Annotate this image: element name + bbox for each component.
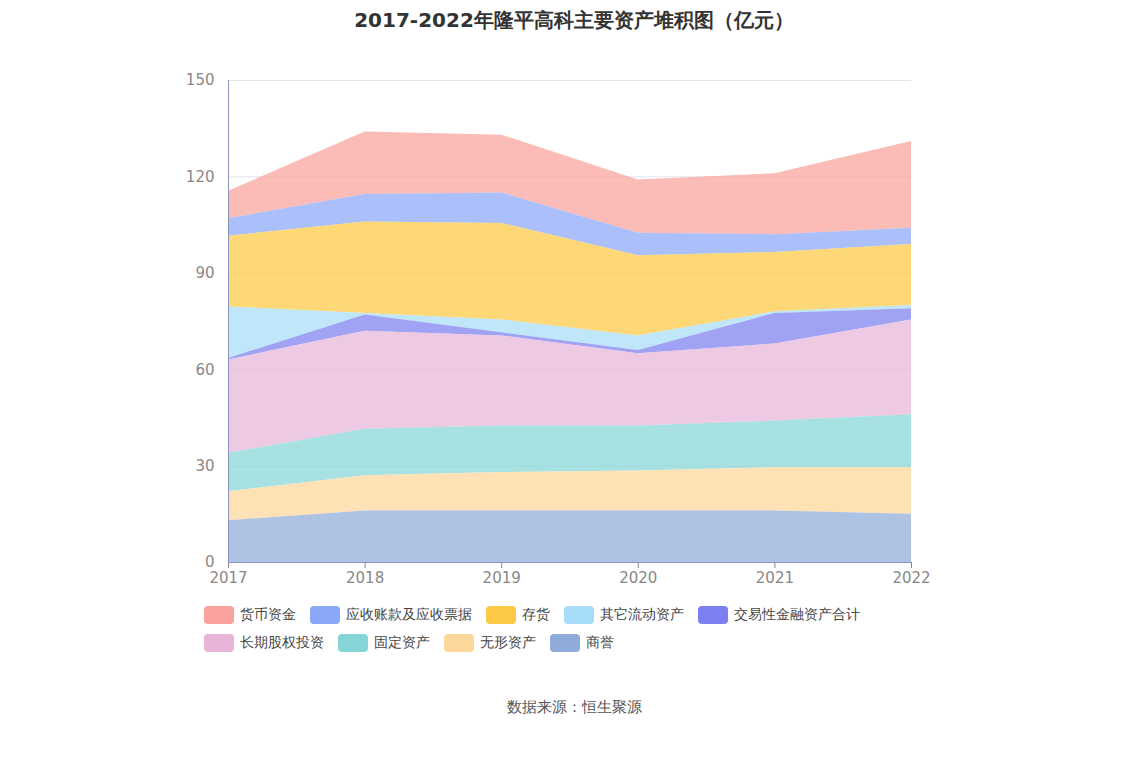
svg-text:2018: 2018 (346, 569, 384, 587)
svg-text:120: 120 (186, 168, 215, 186)
svg-text:2020: 2020 (619, 569, 657, 587)
html-text:其它流动资产: 其它流动资产 (600, 606, 684, 622)
svg-text:2017: 2017 (209, 569, 247, 587)
svg-text:2021: 2021 (756, 569, 794, 587)
html-text:固定资产: 固定资产 (374, 634, 430, 650)
html-text:无形资产: 无形资产 (480, 634, 536, 650)
svg-text:60: 60 (195, 361, 214, 379)
html-text:应收账款及应收票据: 应收账款及应收票据 (346, 606, 472, 622)
html-text:货币资金: 货币资金 (240, 606, 296, 622)
html-text:交易性金融资产合计: 交易性金融资产合计 (734, 606, 860, 622)
html-text:存货: 存货 (522, 606, 550, 622)
svg-text:150: 150 (186, 71, 215, 89)
html-text:长期股权投资: 长期股权投资 (240, 634, 324, 650)
html-text:2017-2022年隆平高科主要资产堆积图（亿元）: 2017-2022年隆平高科主要资产堆积图（亿元） (354, 8, 794, 32)
svg-text:0: 0 (205, 553, 215, 572)
svg-text:2022: 2022 (892, 569, 930, 587)
svg-text:30: 30 (195, 457, 214, 475)
svg-text:90: 90 (195, 264, 214, 282)
svg-text:2019: 2019 (483, 569, 521, 587)
html-text:商誉: 商誉 (586, 634, 614, 650)
html-text:数据来源：恒生聚源: 数据来源：恒生聚源 (506, 698, 642, 716)
